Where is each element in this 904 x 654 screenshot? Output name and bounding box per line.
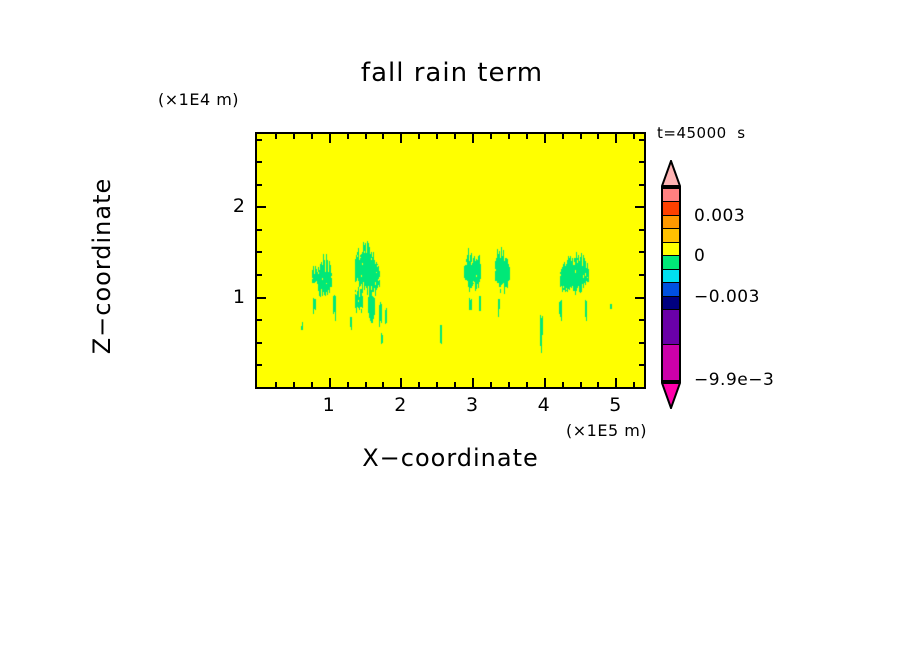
axis-tick	[257, 206, 266, 209]
axis-tick	[639, 251, 644, 254]
axis-tick	[639, 364, 644, 367]
axis-tick	[615, 134, 618, 143]
axis-tick	[635, 296, 644, 299]
axis-tick	[257, 161, 262, 164]
axis-tick	[615, 378, 618, 387]
axis-tick	[257, 228, 262, 231]
axis-tick	[400, 378, 403, 387]
axis-tick	[561, 134, 564, 139]
plot-area	[255, 132, 646, 389]
x-axis-title: X−coordinate	[362, 444, 539, 472]
axis-tick	[346, 382, 349, 387]
axis-tick	[436, 134, 439, 139]
colorbar-band	[663, 215, 679, 230]
axis-tick	[472, 134, 474, 143]
axis-tick	[639, 183, 644, 186]
axis-tick	[639, 228, 644, 231]
axis-tick	[543, 134, 546, 143]
y-tick-label: 1	[232, 285, 245, 308]
colorbar-band	[663, 242, 679, 257]
axis-tick	[364, 382, 367, 387]
axis-tick	[257, 138, 262, 141]
colorbar-tick-label: 0.003	[694, 205, 746, 226]
axis-tick	[525, 382, 528, 387]
axis-tick	[454, 382, 457, 387]
axis-tick	[257, 183, 262, 186]
axis-tick	[639, 138, 644, 141]
axis-tick	[639, 274, 644, 277]
colorbar-band	[663, 269, 679, 284]
colorbar-band	[663, 202, 679, 216]
axis-tick	[454, 134, 457, 139]
axis-tick	[489, 382, 492, 387]
axis-tick	[639, 341, 644, 344]
axis-tick	[507, 382, 510, 387]
heatmap-field	[257, 134, 644, 387]
x-tick-label: 4	[537, 394, 550, 416]
axis-tick	[639, 161, 644, 164]
axis-tick	[382, 134, 385, 139]
axis-tick	[257, 296, 266, 299]
colorbar-band	[663, 283, 679, 297]
axis-tick	[274, 134, 277, 139]
colorbar-band	[663, 256, 679, 270]
axis-tick	[579, 382, 582, 387]
axis-tick	[525, 134, 528, 139]
axis-tick	[257, 364, 262, 367]
axis-tick	[597, 382, 600, 387]
colorbar-band	[663, 345, 679, 380]
axis-tick	[274, 382, 277, 387]
axis-tick	[635, 206, 644, 209]
axis-tick	[436, 382, 439, 387]
axis-tick	[292, 382, 295, 387]
colorbar-band	[663, 189, 679, 203]
x-tick-label: 5	[609, 394, 622, 416]
y-axis-unit-label: (×1E4 m)	[158, 90, 240, 109]
axis-tick	[579, 134, 582, 139]
axis-tick	[257, 251, 262, 254]
axis-tick	[472, 378, 474, 387]
axis-tick	[328, 134, 331, 143]
colorbar-tick-label: 0	[694, 246, 706, 267]
axis-tick	[633, 382, 636, 387]
axis-tick	[507, 134, 510, 139]
y-axis-title: Z−coordinate	[88, 177, 116, 355]
axis-tick	[418, 134, 421, 139]
axis-tick	[543, 378, 546, 387]
x-axis-unit-label: (×1E5 m)	[566, 421, 648, 440]
axis-tick	[382, 382, 385, 387]
axis-tick	[364, 134, 367, 139]
axis-tick	[310, 382, 313, 387]
colorbar-band	[663, 296, 679, 311]
axis-tick	[257, 274, 262, 277]
colorbar	[661, 187, 681, 382]
axis-tick	[597, 134, 600, 139]
colorbar-arrow-bottom-icon	[661, 382, 681, 409]
y-tick-label: 2	[232, 195, 245, 218]
x-tick-label: 1	[322, 394, 335, 416]
axis-tick	[489, 134, 492, 139]
axis-tick	[292, 134, 295, 139]
axis-tick	[257, 319, 262, 322]
colorbar-tick-label: −0.003	[694, 286, 760, 307]
colorbar-arrow-top-icon	[661, 160, 681, 187]
axis-tick	[310, 134, 313, 139]
colorbar-band	[663, 229, 679, 243]
x-tick-label: 3	[465, 394, 479, 416]
axis-tick	[633, 134, 636, 139]
axis-tick	[328, 378, 331, 387]
x-tick-label: 2	[394, 394, 407, 416]
axis-tick	[639, 319, 644, 322]
colorbar-tick-label: −9.9e−3	[694, 370, 775, 390]
colorbar-band	[663, 310, 679, 346]
axis-tick	[561, 382, 564, 387]
axis-tick	[257, 341, 262, 344]
axis-tick	[418, 382, 421, 387]
axis-tick	[346, 134, 349, 139]
time-annotation: t=45000 s	[657, 124, 746, 142]
page-title: fall rain term	[360, 58, 544, 88]
axis-tick	[400, 134, 403, 143]
